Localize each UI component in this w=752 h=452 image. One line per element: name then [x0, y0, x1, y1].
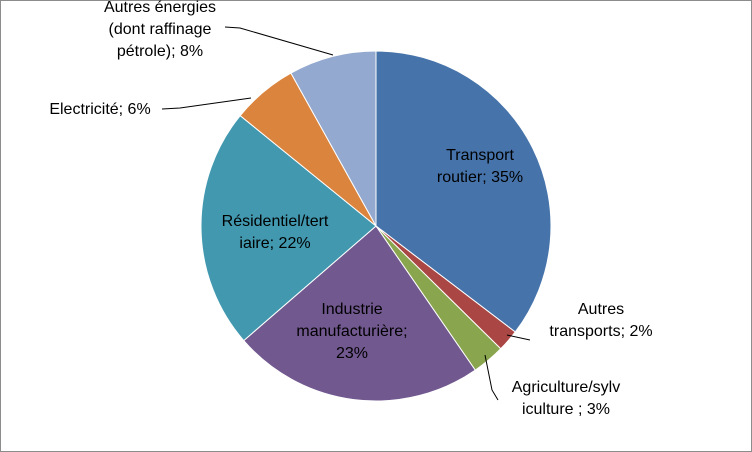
data-label: Résidentiel/tert iaire; 22%	[222, 213, 329, 252]
leader-line	[506, 334, 531, 341]
data-label-line: (dont raffinage	[109, 21, 212, 38]
data-label-line: Autres	[578, 301, 624, 318]
pie-slice-autres-energies-dont-raffinage-petrole	[290, 50, 377, 228]
pie-slice-residentiel-tertiaire	[200, 114, 377, 342]
leader-line	[161, 97, 252, 110]
data-label-line: Autres énergies	[104, 0, 216, 16]
pie-slice-industrie-manufacturiere	[243, 225, 476, 402]
data-label-line: iculture ; 3%	[522, 401, 610, 418]
data-label-line: manufacturière;	[296, 323, 407, 340]
data-label-line: iaire; 22%	[239, 235, 310, 252]
data-label: Agriculture/sylv iculture ; 3%	[512, 379, 620, 418]
data-label: Autres énergies (dont raffinage pétrole); …	[104, 0, 216, 60]
data-label-line: pétrole); 8%	[117, 43, 203, 60]
leader-line	[224, 26, 334, 56]
data-label-line: Electricité; 6%	[49, 101, 150, 118]
pie-slices	[200, 50, 552, 402]
leader-line	[484, 354, 499, 401]
data-label-line: Industrie	[321, 301, 382, 318]
data-label-line: Résidentiel/tert	[222, 213, 329, 230]
pie-slice-transport-routier	[375, 50, 552, 333]
data-labels: Transport routier; 35% Autres transports; 2…	[49, 0, 652, 418]
data-label: Electricité; 6%	[49, 101, 150, 118]
data-label: Transport routier; 35%	[437, 147, 523, 186]
data-label-line: transports; 2%	[549, 323, 652, 340]
data-label: Autres transports; 2%	[549, 301, 652, 340]
data-label-line: routier; 35%	[437, 169, 523, 186]
data-label-line: Agriculture/sylv	[512, 379, 620, 396]
data-label-line: 23%	[336, 345, 368, 362]
leader-lines	[161, 26, 531, 401]
data-label: Industrie manufacturière; 23%	[296, 301, 407, 362]
data-label-line: Transport	[446, 147, 514, 164]
